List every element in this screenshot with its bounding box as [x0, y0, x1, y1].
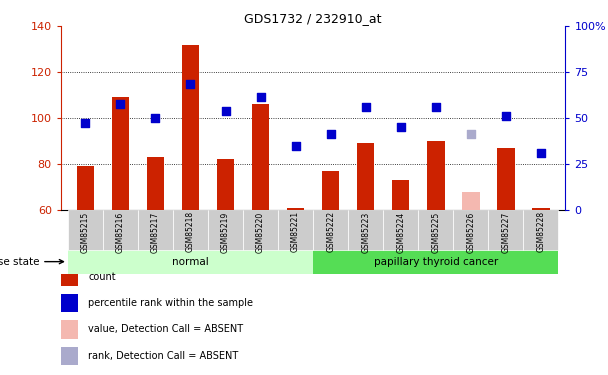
Point — [501, 113, 511, 119]
Bar — [532, 208, 550, 210]
Bar — [77, 166, 94, 210]
Bar — [488, 210, 523, 249]
Bar — [383, 210, 418, 249]
Bar — [418, 210, 454, 249]
Bar — [313, 249, 558, 274]
Bar — [523, 210, 558, 249]
Bar — [138, 210, 173, 249]
Text: disease state: disease state — [0, 256, 63, 267]
Bar — [103, 210, 138, 249]
Bar — [252, 104, 269, 210]
Bar — [278, 210, 313, 249]
Bar — [173, 210, 208, 249]
Text: GSM85217: GSM85217 — [151, 211, 160, 252]
Point — [151, 115, 161, 121]
Text: percentile rank within the sample: percentile rank within the sample — [88, 298, 253, 308]
Text: GSM85227: GSM85227 — [502, 211, 510, 252]
Bar — [313, 210, 348, 249]
Text: GSM85228: GSM85228 — [536, 211, 545, 252]
Point — [221, 108, 230, 114]
Bar — [348, 210, 383, 249]
Text: GSM85223: GSM85223 — [361, 211, 370, 252]
Bar — [322, 171, 339, 210]
Bar — [392, 180, 410, 210]
Bar — [61, 346, 78, 365]
Point — [116, 101, 125, 107]
Text: GSM85222: GSM85222 — [326, 211, 335, 252]
Bar — [243, 210, 278, 249]
Bar — [208, 210, 243, 249]
Bar — [427, 141, 444, 210]
Text: GSM85218: GSM85218 — [186, 211, 195, 252]
Point — [326, 131, 336, 137]
Text: normal: normal — [172, 256, 209, 267]
Bar — [357, 143, 375, 210]
Bar — [454, 210, 488, 249]
Text: GSM85226: GSM85226 — [466, 211, 475, 252]
Text: GSM85216: GSM85216 — [116, 211, 125, 252]
Bar — [61, 294, 78, 312]
Text: GSM85221: GSM85221 — [291, 211, 300, 252]
Text: value, Detection Call = ABSENT: value, Detection Call = ABSENT — [88, 324, 243, 334]
Text: rank, Detection Call = ABSENT: rank, Detection Call = ABSENT — [88, 351, 238, 361]
Text: GSM85220: GSM85220 — [256, 211, 265, 252]
Point — [536, 150, 546, 156]
Text: GSM85219: GSM85219 — [221, 211, 230, 252]
Point — [466, 131, 475, 137]
Text: GSM85215: GSM85215 — [81, 211, 90, 252]
Bar — [68, 210, 103, 249]
Text: papillary thyroid cancer: papillary thyroid cancer — [374, 256, 498, 267]
Bar — [462, 192, 480, 210]
Bar — [287, 208, 305, 210]
Point — [185, 81, 195, 87]
Bar — [147, 157, 164, 210]
Bar — [68, 249, 313, 274]
Point — [291, 143, 300, 149]
Point — [431, 104, 441, 110]
Text: GSM85225: GSM85225 — [431, 211, 440, 252]
Bar — [182, 45, 199, 210]
Point — [256, 94, 266, 100]
Bar — [61, 320, 78, 339]
Bar — [216, 159, 234, 210]
Point — [361, 104, 370, 110]
Bar — [112, 98, 129, 210]
Bar — [61, 268, 78, 286]
Point — [80, 120, 90, 126]
Text: GSM85224: GSM85224 — [396, 211, 405, 252]
Text: count: count — [88, 272, 116, 282]
Point — [396, 124, 406, 130]
Title: GDS1732 / 232910_at: GDS1732 / 232910_at — [244, 12, 382, 25]
Bar — [497, 148, 514, 210]
